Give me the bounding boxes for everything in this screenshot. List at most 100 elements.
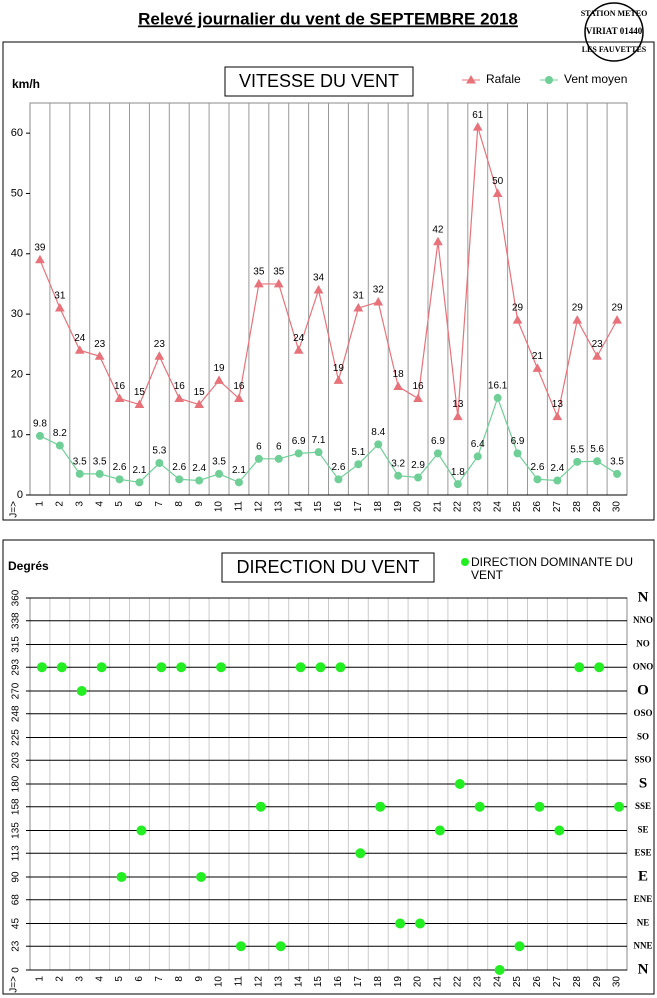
data-label: 13	[552, 399, 564, 410]
data-label: 24	[74, 333, 86, 344]
data-label: 5.6	[590, 444, 604, 455]
data-label: 16	[233, 381, 245, 392]
x-tick-label: 26	[532, 976, 543, 988]
data-point	[154, 351, 165, 360]
x-tick-label: 12	[253, 501, 264, 513]
data-label: 35	[273, 267, 285, 278]
data-label: 23	[94, 339, 106, 350]
y-tick-label: 293	[11, 658, 22, 675]
data-label: 3.5	[73, 457, 87, 468]
data-label: 18	[393, 369, 405, 380]
data-point	[533, 475, 542, 484]
x-tick-label: 2	[54, 976, 65, 982]
x-tick-label: 26	[532, 501, 543, 513]
x-tick-label: 22	[452, 976, 463, 988]
data-point	[235, 941, 246, 952]
x-tick-label: 13	[273, 501, 284, 513]
direction-label: NNO	[633, 615, 653, 625]
direction-label: SSO	[634, 754, 651, 764]
x-tick-label: 8	[174, 976, 185, 982]
x-tick-label: 11	[234, 976, 245, 987]
legend-marker	[466, 74, 476, 84]
data-label: 15	[194, 387, 206, 398]
y-tick-label: 90	[11, 871, 22, 883]
data-point	[534, 801, 545, 812]
data-label: 6.9	[431, 436, 445, 447]
x-tick-label: 20	[413, 976, 424, 988]
data-point	[255, 801, 266, 812]
data-label: 6.9	[511, 436, 525, 447]
x-tick-label: 15	[313, 501, 324, 513]
data-label: 2.6	[172, 462, 186, 473]
data-point	[253, 278, 264, 288]
x-tick-label: 21	[433, 501, 444, 513]
data-point	[512, 315, 523, 324]
data-point	[56, 662, 67, 673]
x-tick-label: 22	[452, 501, 463, 513]
data-point	[135, 478, 144, 487]
y-tick-label: 338	[11, 612, 22, 629]
legend-marker	[461, 558, 469, 566]
data-point	[554, 825, 565, 836]
data-point	[254, 454, 263, 463]
x-tick-label: 6	[134, 976, 145, 982]
data-point	[393, 381, 404, 390]
data-label: 3.5	[212, 457, 226, 468]
x-tick-label: 18	[373, 976, 384, 988]
x-tick-label: 14	[293, 976, 304, 988]
chart-title-box	[221, 552, 435, 583]
y-tick-label: 23	[11, 940, 22, 952]
x-tick-label: 24	[492, 501, 503, 513]
y-tick-label: 45	[11, 918, 22, 930]
x-tick-label: 19	[393, 976, 404, 988]
y-tick-label: 0	[17, 489, 23, 501]
x-tick-label: 12	[253, 976, 264, 988]
data-label: 1.8	[451, 467, 465, 478]
data-point	[36, 662, 47, 673]
data-point	[116, 872, 127, 882]
direction-label: NNE	[633, 940, 652, 950]
legend-label: Rafale	[486, 72, 521, 86]
data-point	[594, 662, 605, 673]
data-point	[413, 393, 423, 403]
data-label: 2.1	[132, 465, 146, 476]
data-label: 5.1	[351, 447, 365, 458]
data-point	[514, 941, 525, 952]
direction-label: N	[638, 589, 649, 605]
data-point	[474, 801, 485, 812]
y-tick-label: 0	[11, 967, 22, 973]
x-tick-label: 13	[273, 976, 284, 988]
data-point	[74, 345, 85, 354]
data-point	[353, 303, 364, 312]
y-tick-label: 360	[11, 589, 22, 606]
data-point	[433, 236, 443, 246]
data-point	[355, 848, 366, 859]
legend-label: Vent moyen	[564, 72, 627, 86]
data-label: 31	[54, 291, 66, 302]
x-tick-label: 25	[512, 501, 523, 513]
data-label: 6	[276, 441, 282, 452]
x-tick-label: 28	[572, 976, 583, 988]
x-tick-label: 16	[333, 976, 344, 988]
data-label: 35	[253, 267, 265, 278]
data-point	[452, 411, 463, 421]
data-point	[234, 393, 244, 403]
stamp-text: STATION METEO	[581, 9, 648, 18]
x-tick-label: 10	[214, 501, 225, 513]
data-point	[414, 473, 423, 482]
data-point	[374, 440, 383, 449]
x-tick-label: 3	[74, 501, 85, 507]
y-tick-label: 113	[11, 845, 22, 861]
x-tick-label: 27	[552, 976, 563, 988]
stamp-text: LES FAUVETTES	[582, 45, 647, 54]
data-point	[175, 475, 184, 484]
x-tick-label: 1	[35, 501, 46, 507]
data-point	[176, 662, 187, 673]
data-point	[234, 478, 243, 487]
data-point	[35, 431, 44, 440]
data-label: 29	[611, 303, 623, 314]
data-point	[574, 662, 585, 673]
x-tick-label: 7	[154, 501, 165, 507]
data-point	[313, 284, 324, 294]
x-tick-label: 23	[472, 501, 483, 513]
